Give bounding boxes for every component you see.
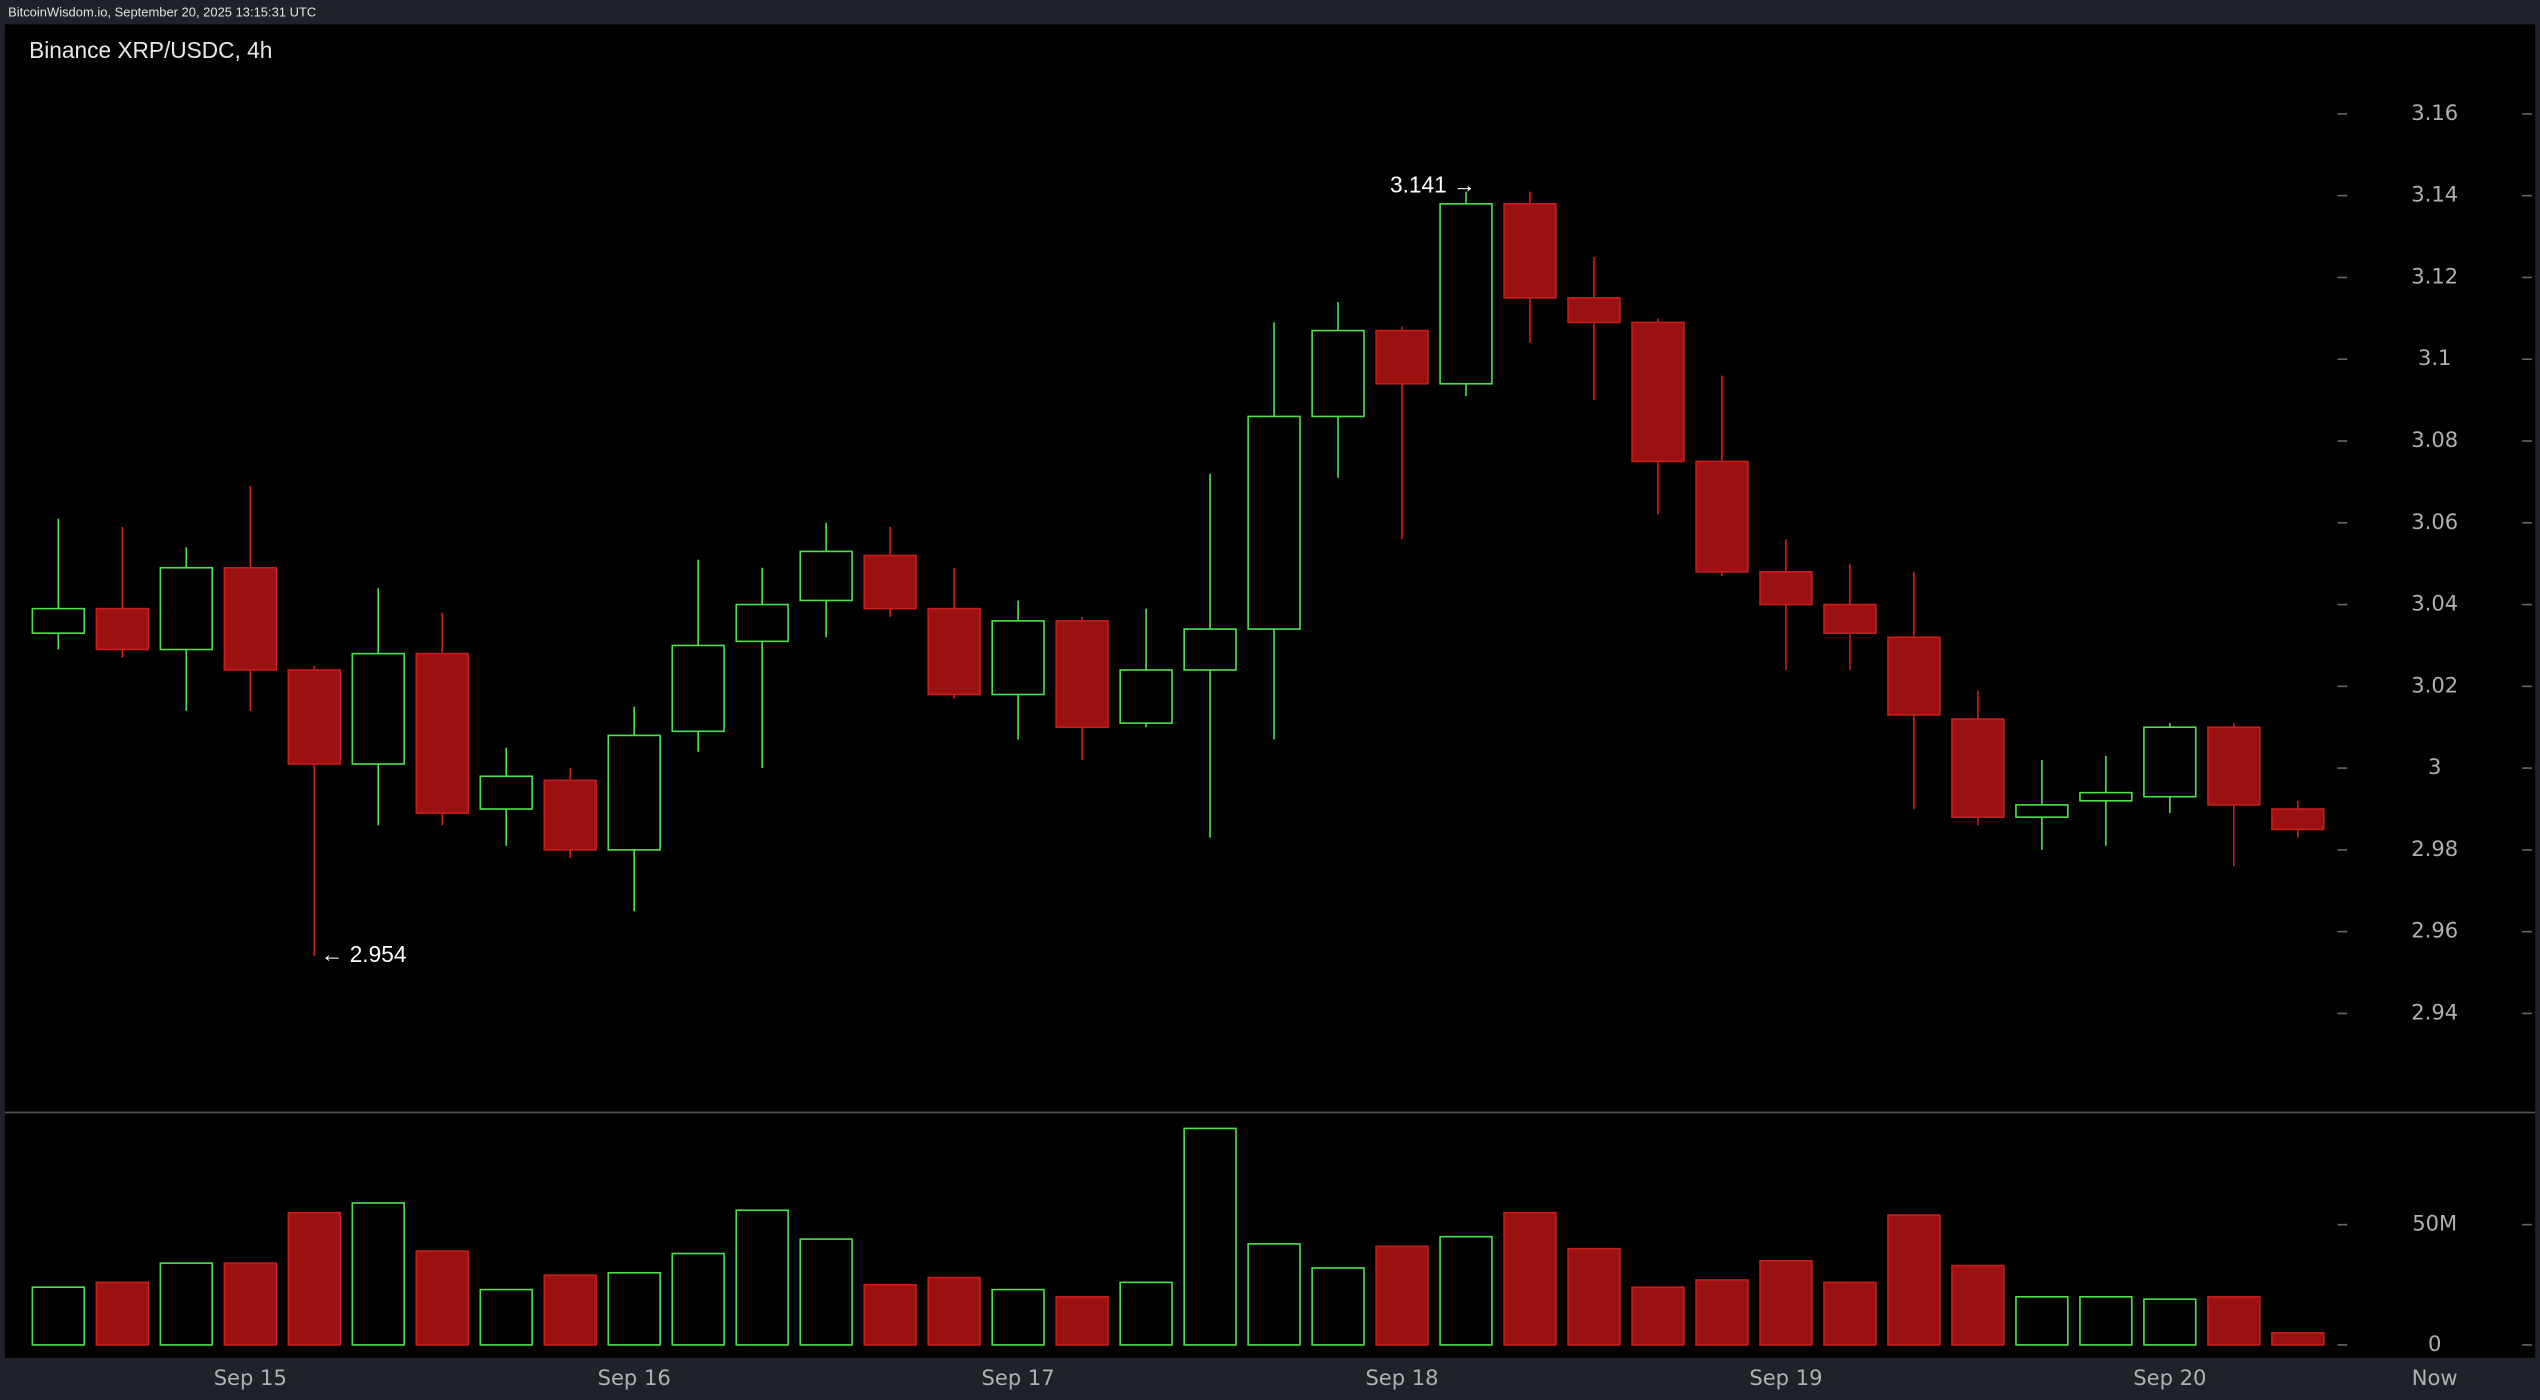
chart-title: Binance XRP/USDC, 4h [29,37,272,63]
x-tick-label: Sep 17 [982,1365,1055,1390]
volume-bar [1247,1243,1301,1346]
y-tick-label: 3.16 [2411,100,2458,125]
candle-body [415,652,469,814]
volume-bar [1439,1235,1493,1346]
candle-body [1823,603,1877,634]
candle-body [1247,415,1301,630]
candle-body [799,550,853,602]
high-annotation: 3.141 → [1390,172,1476,198]
candle-body [1119,669,1173,724]
header: BitcoinWisdom.io, September 20, 2025 13:… [8,4,316,19]
volume-bar [799,1238,853,1346]
candle-body [2015,804,2069,818]
y-tick-label: 3.06 [2411,509,2458,534]
volume-bar [223,1262,278,1346]
volume-bar [1567,1247,1621,1346]
low-annotation: ← 2.954 [321,941,407,967]
volume-bar [479,1288,533,1346]
volume-bar [1695,1279,1749,1346]
y-tick-label: 3.14 [2411,182,2458,207]
candle-body [1631,321,1685,463]
candle-body [671,644,725,733]
candle-body [543,779,597,851]
volume-bar [1119,1281,1173,1346]
candle-body [735,603,789,643]
y-tick-label: 2.98 [2411,836,2458,861]
candle-body [1375,329,1429,385]
candle-body [223,566,278,671]
x-tick-label: Sep 19 [1749,1365,1822,1390]
volume-bar [1631,1286,1685,1346]
y-tick-label: 3.02 [2411,672,2458,697]
volume-bar [1055,1295,1109,1346]
x-tick-label: Sep 18 [1365,1365,1438,1390]
candle-body [159,566,214,651]
volume-bar [927,1276,981,1346]
y-tick-label: 2.96 [2411,918,2458,943]
candle-body [95,607,150,651]
volume-bar [1951,1264,2005,1346]
volume-bar [1183,1127,1237,1346]
candle-body [1503,203,1557,299]
candle-body [991,620,1045,696]
volume-bar [2143,1298,2197,1346]
volume-bar [863,1283,917,1346]
candle-body [351,652,405,765]
volume-bar [159,1262,214,1346]
y-tick-label: 3.1 [2418,345,2451,370]
volume-bar [1823,1281,1877,1346]
volume-bar [95,1281,150,1346]
volume-bar [287,1211,341,1346]
candle-body [1951,718,2005,818]
candle-body [1759,571,1813,606]
candle-body [1439,203,1493,385]
candle-body [2079,791,2133,802]
volume-bar [991,1288,1045,1346]
volume-bar [671,1252,725,1346]
y-tick-label: 3.04 [2411,591,2458,616]
volume-tick-label: 50M [2412,1211,2457,1236]
candle-body [863,554,917,610]
y-tick-label: 3.12 [2411,263,2458,288]
y-tick-label: 2.94 [2411,999,2458,1024]
candle-body [1567,297,1621,324]
x-tick-label: Sep 16 [598,1365,671,1390]
candle-body [479,775,533,810]
volume-bar [1503,1211,1557,1346]
candle-body [1183,628,1237,671]
x-end-label: Now [2412,1365,2458,1390]
candle-body [2207,726,2261,806]
volume-bar [543,1274,597,1346]
candle-body [1695,460,1749,573]
volume-bar [735,1209,789,1346]
candle-body [287,669,341,765]
volume-bar [607,1271,661,1346]
volume-bar [1887,1214,1941,1346]
volume-tick-label: 0 [2428,1331,2441,1356]
y-tick-label: 3.08 [2411,427,2458,452]
candle-body [2271,808,2325,831]
volume-bar [2079,1295,2133,1346]
x-tick-label: Sep 15 [214,1365,287,1390]
x-tick-label: Sep 20 [2133,1365,2206,1390]
volume-bar [2207,1295,2261,1346]
candle-body [2143,726,2197,798]
candle-body [927,607,981,696]
volume-bar [1759,1259,1813,1346]
volume-bar [31,1286,86,1346]
volume-bar [2015,1295,2069,1346]
volume-bar [351,1202,405,1346]
candle-body [1887,636,1941,716]
candle-body [1055,620,1109,729]
candle-body [1311,329,1365,418]
volume-bar [1311,1267,1365,1346]
candle-body [607,734,661,851]
volume-bar [1375,1245,1429,1346]
candle-body [31,607,86,634]
y-tick-label: 3 [2428,754,2441,779]
volume-bar [415,1250,469,1346]
volume-bar [2271,1332,2325,1346]
